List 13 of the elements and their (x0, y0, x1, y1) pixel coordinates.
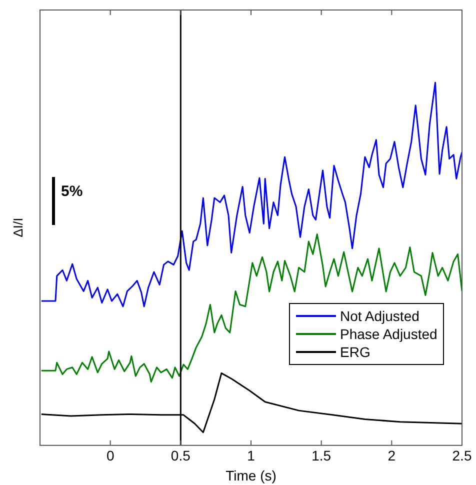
legend-label: ERG (340, 344, 370, 360)
x-tick-label: 0 (106, 448, 114, 464)
x-tick-label: 2.5 (452, 448, 472, 464)
x-tick-label: 2 (388, 448, 396, 464)
x-tick-label: 1.5 (312, 448, 332, 464)
legend-label: Not Adjusted (340, 308, 420, 324)
x-tick-label: 0.5 (170, 448, 191, 464)
legend-label: Phase Adjusted (340, 326, 438, 342)
annotation: 5% (61, 183, 83, 200)
scale-indicator: 5% (52, 177, 83, 225)
x-tick-label: 1 (247, 448, 256, 464)
x-axis-title: Time (s) (226, 467, 276, 484)
y-axis-title: ΔI/I (10, 218, 26, 238)
